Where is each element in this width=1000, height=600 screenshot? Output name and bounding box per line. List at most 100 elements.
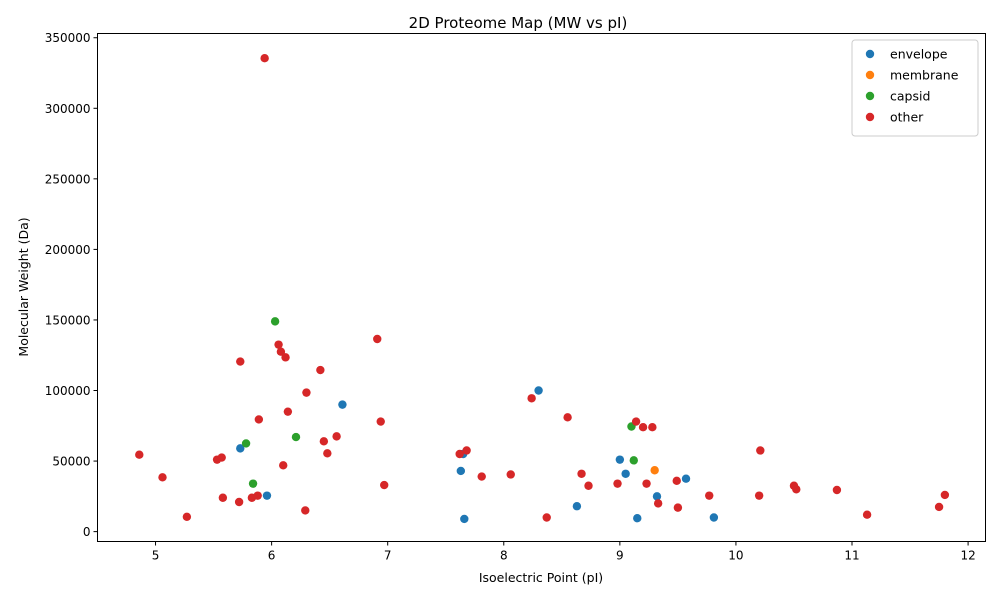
data-point-envelope — [262, 491, 272, 500]
data-point-other — [302, 388, 311, 397]
data-point-other — [135, 450, 144, 459]
x-tick-label: 6 — [268, 549, 276, 563]
data-point-envelope — [621, 469, 630, 478]
x-tick-label: 10 — [728, 549, 743, 563]
data-point-other — [218, 493, 228, 502]
data-point-other — [281, 353, 290, 362]
data-point-other — [506, 470, 515, 479]
data-point-other — [563, 413, 572, 422]
y-tick-label: 100000 — [45, 384, 91, 398]
y-tick-label: 0 — [83, 525, 91, 539]
y-tick-label: 300000 — [45, 102, 91, 116]
data-point-capsid — [629, 456, 638, 465]
data-point-other — [754, 491, 764, 500]
data-point-other — [638, 423, 648, 432]
data-point-envelope — [338, 400, 347, 409]
data-point-other — [182, 512, 192, 522]
data-point-envelope — [534, 386, 543, 395]
data-point-other — [274, 340, 283, 349]
data-point-other — [253, 491, 262, 500]
data-point-other — [380, 480, 389, 490]
data-point-other — [653, 499, 663, 508]
legend-marker-other — [865, 112, 875, 122]
data-point-other — [862, 510, 872, 519]
data-point-other — [934, 502, 944, 512]
data-point-capsid — [241, 439, 251, 448]
data-point-other — [236, 357, 245, 366]
data-point-other — [613, 479, 622, 488]
data-point-other — [260, 53, 269, 63]
y-tick-label: 200000 — [45, 243, 91, 257]
data-point-other — [455, 449, 464, 459]
x-axis-label: Isoelectric Point (pI) — [479, 570, 603, 585]
chart-title: 2D Proteome Map (MW vs pI) — [409, 14, 628, 32]
data-point-other — [373, 334, 382, 344]
legend-label-other: other — [890, 110, 924, 125]
data-point-envelope — [615, 455, 625, 464]
series-capsid — [241, 317, 638, 488]
data-point-other — [792, 485, 801, 494]
data-point-membrane — [650, 466, 659, 475]
data-point-other — [254, 415, 264, 424]
data-point-envelope — [572, 502, 582, 511]
data-point-other — [332, 432, 341, 441]
data-point-capsid — [270, 317, 280, 326]
data-point-other — [462, 446, 471, 455]
data-point-capsid — [291, 432, 301, 442]
data-point-other — [527, 394, 536, 403]
legend-box — [851, 39, 979, 137]
data-point-other — [376, 417, 385, 426]
legend: envelope membrane capsid other — [851, 39, 979, 137]
data-point-other — [672, 476, 681, 486]
data-point-other — [234, 497, 244, 507]
data-point-envelope — [652, 492, 662, 501]
data-point-envelope — [460, 514, 469, 524]
y-tick-label: 150000 — [45, 313, 91, 327]
y-tick-label: 50000 — [52, 455, 90, 469]
data-point-capsid — [248, 479, 258, 488]
data-point-other — [673, 503, 683, 512]
x-tick-label: 8 — [500, 549, 508, 563]
x-tick-label: 12 — [960, 549, 975, 563]
x-tick-label: 11 — [844, 549, 859, 563]
data-point-other — [158, 473, 167, 482]
data-point-envelope — [633, 514, 642, 523]
data-point-other — [323, 449, 332, 458]
data-point-envelope — [236, 444, 245, 453]
data-point-other — [631, 417, 641, 426]
axis-ticks: 5 6 7 8 9 10 11 12 0 50000 100000 150000 200000 25000… — [45, 31, 976, 562]
data-point-other — [542, 513, 551, 522]
y-tick-label: 250000 — [45, 172, 91, 186]
data-point-envelope — [456, 466, 466, 476]
x-tick-label: 5 — [152, 549, 160, 563]
data-points — [135, 53, 950, 524]
data-point-other — [577, 469, 586, 478]
data-point-other — [316, 365, 325, 375]
data-point-other — [642, 479, 651, 488]
data-point-other — [940, 490, 950, 500]
data-point-other — [584, 481, 593, 490]
x-tick-label: 7 — [384, 549, 392, 563]
legend-label-envelope: envelope — [890, 47, 948, 62]
data-point-other — [283, 407, 293, 416]
data-point-other — [217, 453, 226, 462]
legend-marker-membrane — [865, 70, 875, 80]
legend-label-membrane: membrane — [890, 68, 959, 83]
legend-label-capsid: capsid — [890, 89, 930, 104]
data-point-other — [477, 472, 486, 481]
series-other — [135, 53, 950, 522]
data-point-envelope — [681, 474, 691, 483]
y-axis-label: Molecular Weight (Da) — [16, 217, 31, 356]
data-point-other — [279, 461, 288, 470]
data-point-other — [832, 485, 842, 495]
series-envelope — [236, 386, 719, 524]
data-point-envelope — [709, 513, 719, 522]
data-point-other — [319, 437, 329, 446]
series-membrane — [650, 466, 659, 475]
x-tick-label: 9 — [616, 549, 624, 563]
y-tick-label: 350000 — [45, 31, 91, 45]
legend-marker-envelope — [865, 49, 875, 59]
plot-area-frame — [97, 33, 986, 542]
